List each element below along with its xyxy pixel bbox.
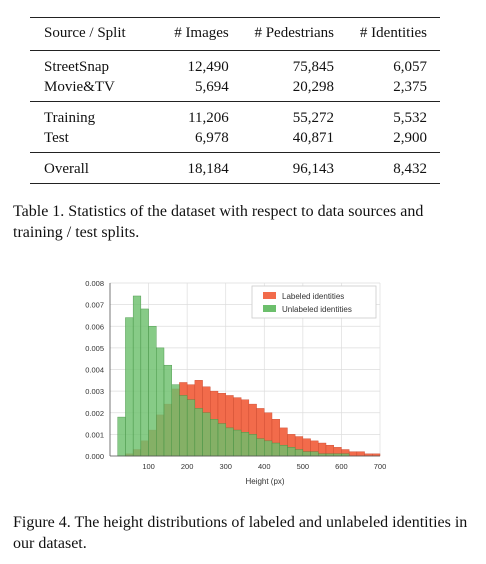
legend-swatch-unlabeled (263, 305, 276, 312)
legend: Labeled identities Unlabeled identities (251, 285, 377, 319)
x-axis-label: Height (px) (245, 477, 284, 486)
bar-unlabeled (186, 399, 196, 457)
x-tick-label: 700 (374, 462, 387, 471)
table-cell: Movie&TV (44, 78, 115, 95)
table-cell: 96,143 (292, 160, 335, 177)
x-tick-label: 200 (181, 462, 194, 471)
y-tick-label: 0.005 (85, 344, 104, 353)
bar-unlabeled (240, 432, 250, 457)
table-row: Test 6,978 40,871 2,900 (30, 128, 440, 153)
y-tick-label: 0.000 (85, 452, 104, 461)
y-tick-label: 0.004 (85, 366, 104, 375)
table-cell: 5,532 (393, 109, 427, 126)
bar-unlabeled (310, 451, 319, 457)
bar-unlabeled (217, 423, 226, 457)
bar-unlabeled (233, 429, 242, 457)
table-row: Overall 18,184 96,143 8,432 (30, 153, 440, 184)
table-header-cell: # Pedestrians (254, 25, 335, 41)
table-cell: 40,871 (292, 129, 335, 146)
bar-unlabeled (171, 384, 180, 457)
legend-label-unlabeled: Unlabeled identities (282, 305, 352, 314)
y-tick-label: 0.003 (85, 387, 104, 396)
x-tick-label: 100 (142, 462, 155, 471)
bar-unlabeled (264, 440, 273, 457)
legend-swatch-labeled (263, 292, 276, 299)
bar-unlabeled (210, 419, 219, 457)
table-cell: 20,298 (292, 78, 335, 95)
bar-unlabeled (194, 408, 203, 457)
table-cell: Overall (44, 160, 89, 177)
table-cell: Test (44, 129, 69, 146)
legend-label-labeled: Labeled identities (282, 292, 344, 301)
bar-unlabeled (140, 308, 149, 457)
table-cell: Training (44, 109, 96, 126)
table-cell: 8,432 (393, 160, 427, 177)
legend-box (251, 285, 377, 319)
table-cell: 12,490 (187, 58, 229, 75)
y-tick-label: 0.001 (85, 430, 104, 439)
y-tick-label: 0.006 (85, 322, 104, 331)
table-caption: Table 1. Statistics of the dataset with … (13, 203, 424, 241)
bar-unlabeled (294, 449, 304, 457)
bar-unlabeled (256, 438, 265, 457)
table-cell: 55,272 (292, 109, 335, 126)
bar-labeled (348, 451, 358, 457)
table-header-cell: # Images (174, 25, 229, 41)
y-tick-label: 0.007 (85, 301, 104, 310)
bar-unlabeled (248, 434, 257, 457)
bar-unlabeled (302, 451, 311, 457)
table-cell: 2,900 (393, 129, 427, 146)
bar-unlabeled (179, 395, 188, 457)
table-cell: 11,206 (188, 109, 229, 126)
table-row: Movie&TV 5,694 20,298 2,375 (30, 77, 440, 102)
table-row: StreetSnap 12,490 75,845 6,057 (30, 51, 440, 78)
table-header-row: Source / Split # Images # Pedestrians # … (30, 17, 440, 51)
x-tick-label: 500 (297, 462, 310, 471)
bar-unlabeled (202, 412, 211, 457)
y-tick-label: 0.002 (85, 409, 104, 418)
table-row: Training 11,206 55,272 5,532 (30, 102, 440, 129)
y-tick-label: 0.008 (85, 279, 104, 288)
x-tick-label: 300 (219, 462, 232, 471)
table-cell: 18,184 (187, 160, 229, 177)
table-header-cell: Source / Split (44, 25, 126, 41)
table-cell: 6,057 (393, 58, 427, 75)
bar-unlabeled (148, 326, 157, 457)
bar-unlabeled (117, 416, 126, 457)
bar-unlabeled (156, 347, 165, 457)
table-cell: 75,845 (292, 58, 335, 75)
bar-unlabeled (132, 295, 142, 457)
stats-table: Source / Split # Images # Pedestrians # … (30, 17, 440, 184)
table-cell: 2,375 (393, 78, 427, 95)
table-cell: 6,978 (195, 129, 229, 146)
bar-unlabeled (225, 427, 234, 457)
bar-unlabeled (279, 444, 288, 457)
bars-layer (117, 295, 381, 457)
bar-unlabeled (125, 317, 134, 457)
table-cell: StreetSnap (44, 58, 109, 75)
table-header-cell: # Identities (359, 25, 427, 41)
figure-caption: Figure 4. The height distributions of la… (13, 514, 468, 552)
x-tick-label: 400 (258, 462, 271, 471)
bar-unlabeled (163, 364, 172, 457)
x-tick-label: 600 (335, 462, 348, 471)
table-cell: 5,694 (195, 78, 229, 95)
bar-labeled (356, 451, 365, 457)
bar-unlabeled (287, 447, 296, 457)
bar-unlabeled (271, 442, 280, 457)
height-histogram-chart: 0.000 0.001 0.002 0.003 0.004 0.005 0.006 0.007… (85, 279, 386, 486)
axis-layer: 0.000 0.001 0.002 0.003 0.004 0.005 0.006 0.007… (85, 279, 386, 471)
